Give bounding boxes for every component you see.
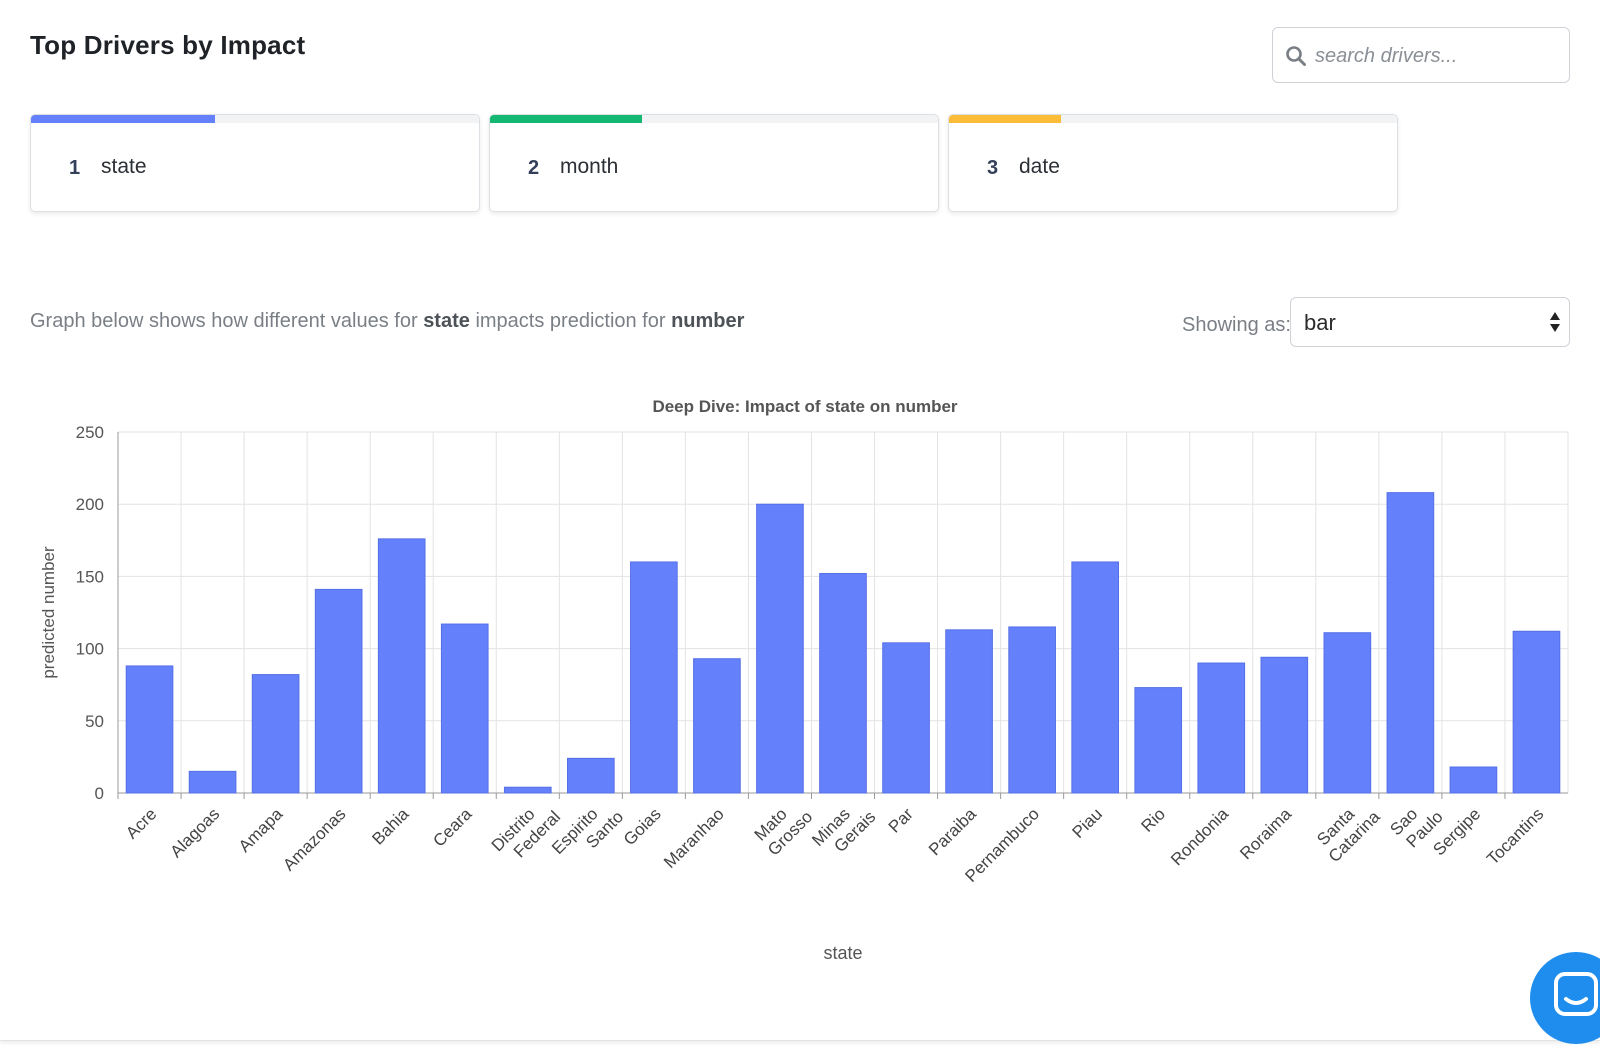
x-tick-label: Paraiba [925, 804, 980, 859]
chart-title: Deep Dive: Impact of state on number [652, 397, 957, 416]
x-tick-label: Tocantins [1483, 804, 1547, 868]
y-tick-label: 0 [95, 784, 104, 803]
bar-espirito-santo [567, 757, 615, 794]
x-tick-label: Roraima [1236, 804, 1295, 863]
impact-bar-fill [490, 115, 643, 123]
caption-middle: impacts prediction for [469, 310, 672, 332]
bar-distrito-federal [503, 786, 552, 794]
search-icon [1286, 46, 1306, 66]
driver-card-3[interactable]: 3 date [948, 114, 1398, 212]
x-tick-label: Maranhao [660, 804, 728, 872]
bar-minas-gerais [819, 573, 867, 794]
bar-rondonia [1197, 662, 1246, 794]
x-tick-label: Rio [1138, 804, 1169, 835]
driver-card-1[interactable]: 1 state [30, 114, 480, 212]
bar-amapa [251, 674, 300, 794]
bar-acre [125, 665, 174, 794]
x-tick-label-line: Acre [122, 804, 160, 842]
bar-ceara [440, 623, 489, 794]
impact-bar-fill [949, 115, 1061, 123]
bar-par [882, 642, 930, 794]
chart-type-select[interactable]: bar [1290, 297, 1570, 347]
x-tick-label-line: Piau [1069, 804, 1106, 841]
x-tick-label: MinasGerais [808, 793, 879, 864]
y-tick-label: 150 [76, 567, 104, 586]
driver-rank: 2 [528, 157, 540, 179]
x-tick-label: Acre [122, 804, 160, 842]
x-axis-title: state [823, 943, 862, 963]
bar-sao-paulo [1386, 492, 1435, 794]
showing-as-label: Showing as: [1182, 314, 1291, 336]
driver-name: date [1019, 155, 1060, 178]
chat-launcher-button[interactable] [1530, 952, 1600, 1044]
x-tick-label: Amapa [235, 804, 287, 856]
driver-rank: 3 [987, 157, 999, 179]
bar-tocantins [1512, 630, 1561, 794]
x-tick-label-line: Bahia [368, 804, 413, 849]
bar-piau [1071, 561, 1119, 794]
bar-roraima [1260, 656, 1309, 794]
x-tick-label: Amazonas [279, 804, 349, 874]
x-tick-label-line: Par [885, 804, 917, 836]
x-tick-label-line: Goias [620, 804, 665, 849]
search-input[interactable] [1313, 38, 1557, 74]
bar-bahia [377, 538, 426, 794]
x-tick-label: Goias [620, 804, 665, 849]
y-tick-label: 100 [76, 640, 104, 659]
x-tick-label-line: Amapa [235, 804, 287, 856]
x-tick-label: SantaCatarina [1311, 793, 1384, 866]
x-tick-label: MatoGrosso [750, 793, 816, 859]
x-tick-label-line: Tocantins [1483, 804, 1547, 868]
driver-card-2[interactable]: 2 month [489, 114, 939, 212]
select-arrows-icon [1550, 312, 1560, 332]
x-tick-label-line: Paraiba [925, 804, 980, 859]
x-tick-label: Alagoas [167, 804, 224, 861]
x-tick-label-line: Rio [1138, 804, 1169, 835]
impact-bar-track [490, 115, 938, 123]
x-tick-label-line: Amazonas [279, 804, 349, 874]
caption-prefix: Graph below shows how different values f… [30, 310, 424, 332]
x-tick-label-line: Roraima [1236, 804, 1295, 863]
x-tick-label-line: Maranhao [660, 804, 728, 872]
bar-santa-catarina [1323, 632, 1372, 794]
impact-bar-track [949, 115, 1397, 123]
y-tick-label: 250 [76, 423, 104, 442]
bar-amazonas [314, 588, 363, 794]
x-tick-label-line: Ceara [429, 804, 476, 851]
bar-goias [630, 561, 678, 794]
x-tick-label: EspiritoSanto [548, 793, 627, 872]
bar-mato-grosso [756, 503, 804, 794]
impact-bar-track [31, 115, 479, 123]
y-tick-label: 50 [85, 712, 104, 731]
x-tick-label: Piau [1069, 804, 1106, 841]
x-tick-label-line: Alagoas [167, 804, 224, 861]
bar-pernambuco [1008, 626, 1056, 794]
graph-caption: Graph below shows how different values f… [30, 310, 744, 333]
y-tick-label: 200 [76, 495, 104, 514]
y-axis-title: predicted number [39, 546, 58, 679]
bar-maranhao [693, 658, 741, 794]
bar-paraiba [945, 629, 993, 794]
page-title: Top Drivers by Impact [30, 30, 306, 60]
bar-rio [1134, 687, 1183, 794]
caption-target: number [671, 310, 745, 332]
x-tick-label: DistritoFederal [488, 793, 564, 869]
search-box[interactable] [1272, 27, 1570, 83]
bar-sergipe [1449, 766, 1498, 794]
chat-icon [1554, 972, 1598, 1016]
x-tick-label: Bahia [368, 804, 413, 849]
x-tick-label-line: Rondonia [1167, 804, 1232, 869]
x-tick-label: Ceara [429, 804, 476, 851]
driver-rank: 1 [69, 157, 81, 179]
x-tick-label: Par [885, 804, 917, 836]
bar-alagoas [188, 770, 237, 794]
driver-name: state [101, 155, 147, 178]
impact-bar-fill [31, 115, 215, 123]
chart-type-value: bar [1304, 310, 1336, 335]
driver-name: month [560, 155, 619, 178]
x-tick-label: Rondonia [1167, 804, 1232, 869]
caption-feature: state [423, 310, 470, 332]
